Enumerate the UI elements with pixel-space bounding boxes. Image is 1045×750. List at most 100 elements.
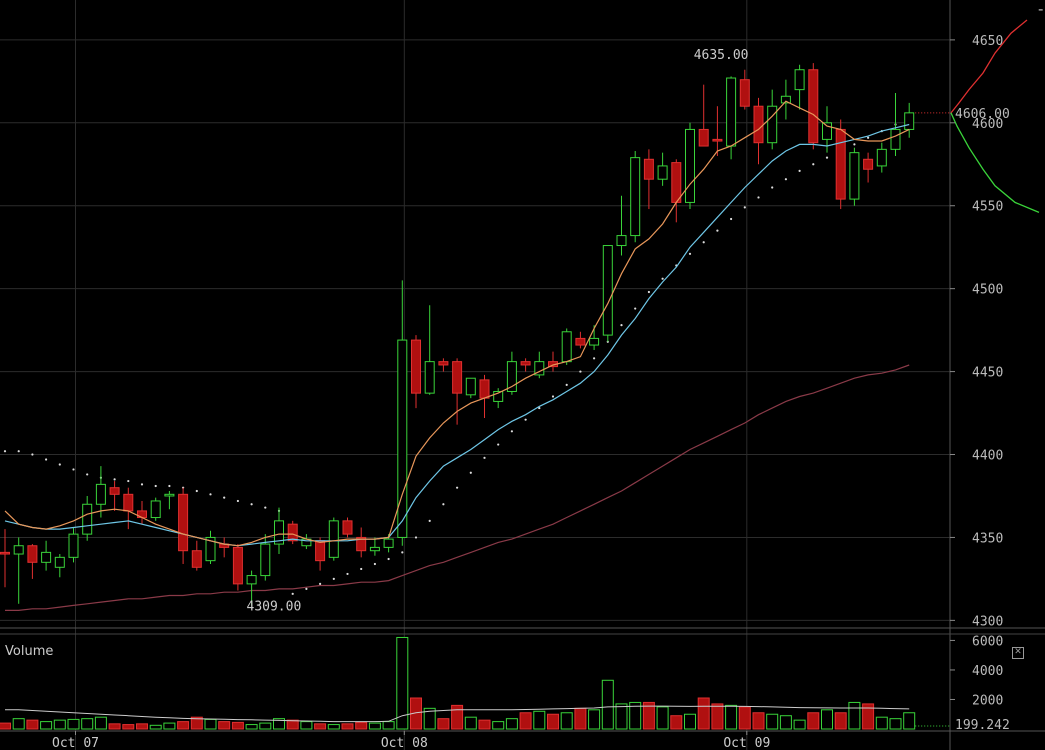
volume-bar bbox=[218, 721, 231, 730]
candle-body bbox=[356, 536, 367, 552]
volume-bar bbox=[725, 704, 738, 730]
volume-bar bbox=[821, 709, 833, 730]
psar-dot bbox=[551, 395, 555, 398]
volume-bar bbox=[889, 718, 902, 730]
volume-bar bbox=[862, 703, 875, 730]
volume-bar bbox=[190, 716, 203, 730]
psar-dot bbox=[716, 229, 719, 232]
candle-body bbox=[68, 533, 79, 558]
psar-dot bbox=[442, 503, 445, 506]
psar-dot bbox=[771, 186, 774, 189]
candle-body bbox=[178, 493, 189, 552]
candle-body bbox=[369, 546, 380, 552]
psar-dot bbox=[360, 567, 363, 571]
candle-body bbox=[260, 543, 271, 577]
psar-dot bbox=[332, 577, 335, 581]
psar-dot bbox=[168, 484, 171, 488]
psar-dot bbox=[497, 443, 500, 446]
price-tick-label: 4300 bbox=[972, 614, 1003, 629]
psar-dot bbox=[620, 324, 623, 327]
psar-dot bbox=[730, 217, 733, 221]
psar-dot bbox=[593, 357, 596, 360]
volume-bar bbox=[53, 719, 66, 730]
volume-bar bbox=[437, 718, 450, 730]
volume-bar bbox=[656, 706, 669, 730]
psar-dot bbox=[58, 463, 61, 466]
psar-dot bbox=[250, 503, 253, 506]
volume-bar bbox=[793, 719, 806, 730]
candle-body bbox=[274, 520, 284, 545]
psar-dot bbox=[456, 486, 459, 489]
psar-dot bbox=[688, 252, 692, 255]
candle-body bbox=[849, 152, 860, 200]
volume-bar bbox=[834, 712, 847, 730]
psar-dot bbox=[45, 458, 48, 461]
volume-bar bbox=[533, 710, 546, 730]
psar-dot bbox=[661, 277, 664, 280]
volume-bar bbox=[314, 723, 327, 730]
volume-bar bbox=[574, 707, 587, 730]
candle-body bbox=[616, 235, 627, 247]
psar-dot bbox=[305, 587, 308, 590]
candle-body bbox=[767, 105, 778, 144]
candle-body bbox=[685, 128, 695, 203]
psar-dot bbox=[469, 471, 472, 474]
volume-bar bbox=[505, 718, 518, 730]
candle-body bbox=[643, 158, 654, 180]
volume-bar bbox=[0, 722, 11, 730]
volume-bar bbox=[547, 713, 559, 730]
volume-bar bbox=[684, 713, 696, 730]
psar-dot bbox=[17, 450, 20, 453]
psar-dot bbox=[647, 290, 651, 294]
volume-tick-label: 4000 bbox=[972, 664, 1003, 679]
candle-body bbox=[397, 339, 408, 538]
current-price-label: 4606.00 bbox=[955, 107, 1010, 122]
psar-dot bbox=[798, 169, 801, 173]
volume-bar bbox=[396, 636, 409, 730]
low-price-annotation: 4309.00 bbox=[247, 599, 302, 614]
volume-bar bbox=[149, 724, 162, 730]
candle-body bbox=[479, 379, 490, 399]
volume-bar bbox=[368, 722, 381, 730]
candle-body bbox=[589, 337, 600, 346]
volume-ma-line bbox=[5, 705, 910, 723]
price-tick-label: 4550 bbox=[972, 200, 1003, 215]
time-axis: Oct 07 Oct 08 Oct 09 bbox=[0, 730, 1045, 750]
candle-body bbox=[863, 158, 874, 170]
volume-bar bbox=[423, 707, 436, 730]
psar-dot bbox=[538, 406, 541, 410]
annotations: 4635.00 4309.00 bbox=[247, 48, 950, 614]
psar-dot bbox=[853, 143, 856, 146]
candle-body bbox=[822, 122, 832, 140]
candle-body bbox=[780, 95, 791, 104]
candle-body bbox=[95, 483, 106, 505]
volume-bar bbox=[492, 721, 505, 730]
time-tick-label: Oct 09 bbox=[723, 736, 770, 750]
volume-bar bbox=[766, 713, 779, 730]
candle-body bbox=[54, 556, 65, 568]
candlesticks bbox=[0, 63, 915, 606]
candle-body bbox=[753, 105, 764, 144]
psar-dot bbox=[291, 592, 294, 595]
volume-bar bbox=[601, 679, 614, 730]
candle-body bbox=[520, 361, 531, 366]
psar-dot bbox=[373, 562, 376, 566]
volume-bar bbox=[464, 716, 477, 730]
candle-body bbox=[164, 493, 175, 497]
candle-body bbox=[315, 540, 326, 562]
volume-bar bbox=[81, 718, 94, 730]
price-tick-label: 4450 bbox=[972, 366, 1003, 381]
psar-dot bbox=[113, 478, 116, 481]
candle-body bbox=[835, 128, 846, 200]
candle-body bbox=[287, 523, 298, 542]
candle-body bbox=[794, 69, 805, 91]
volume-bar bbox=[807, 712, 820, 730]
volume-bar bbox=[286, 719, 299, 730]
candle-body bbox=[657, 165, 668, 180]
close-volume-panel-button[interactable]: ✕ bbox=[1012, 647, 1024, 659]
psar-dot bbox=[236, 499, 239, 503]
psar-dot bbox=[264, 506, 267, 509]
candle-body bbox=[205, 536, 216, 562]
long-moving-average bbox=[5, 364, 910, 612]
